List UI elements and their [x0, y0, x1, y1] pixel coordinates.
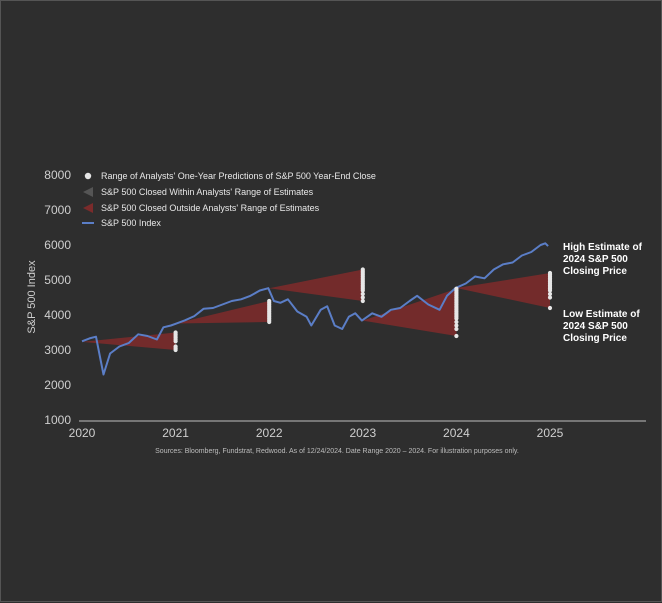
annotation-low-line: Low Estimate of [563, 309, 640, 320]
annotation-low-estimate: Low Estimate of 2024 S&P 500 Closing Pri… [563, 309, 640, 344]
legend-outside-triangle-icon [83, 203, 93, 213]
estimate-range-wedge [362, 288, 457, 336]
estimate-range-wedge [175, 301, 270, 324]
legend: Range of Analysts' One-Year Predictions … [82, 171, 376, 228]
prediction-dot [454, 286, 459, 291]
legend-predictions-label: Range of Analysts' One-Year Predictions … [101, 171, 376, 181]
annotation-high-estimate: High Estimate of 2024 S&P 500 Closing Pr… [563, 242, 643, 277]
prediction-dot-layer [173, 267, 553, 353]
prediction-dot [267, 298, 272, 304]
prediction-dot [454, 319, 459, 325]
prediction-dot [454, 333, 459, 339]
y-tick-label: 3000 [44, 343, 71, 357]
prediction-dot [360, 298, 365, 304]
legend-dot-icon [84, 172, 92, 180]
legend-outside-label: S&P 500 Closed Outside Analysts' Range o… [101, 203, 320, 213]
prediction-dot [454, 323, 459, 328]
x-tick-label: 2021 [162, 426, 189, 440]
y-axis-label: S&P 500 Index [26, 260, 38, 334]
prediction-dot [173, 330, 178, 335]
prediction-dot [547, 270, 553, 276]
prediction-dot [173, 344, 178, 349]
annotation-high-line: Closing Price [563, 266, 627, 277]
legend-within-triangle-icon [83, 187, 93, 197]
y-tick-layer: 1000 2000 3000 4000 5000 6000 7000 8000 [44, 168, 71, 427]
legend-within-label: S&P 500 Closed Within Analysts' Range of… [101, 187, 314, 197]
x-tick-label: 2023 [349, 426, 376, 440]
x-tick-label: 2025 [537, 426, 564, 440]
x-tick-label: 2020 [69, 426, 96, 440]
y-tick-label: 7000 [44, 203, 71, 217]
annotation-high-line: High Estimate of [563, 242, 643, 253]
x-tick-layer: 2020 2021 2022 2023 2024 2025 [69, 426, 564, 440]
prediction-dot [547, 291, 553, 297]
source-note: Sources: Bloomberg, Fundstrat, Redwood. … [155, 448, 519, 455]
prediction-dot [547, 305, 553, 311]
y-tick-label: 2000 [44, 378, 71, 392]
prediction-dot [360, 291, 365, 297]
legend-index-label: S&P 500 Index [101, 218, 161, 228]
x-tick-label: 2024 [443, 426, 470, 440]
wedge-layer [82, 269, 550, 350]
estimate-range-wedge [456, 273, 550, 308]
prediction-dot [454, 326, 459, 332]
annotation-low-line: 2024 S&P 500 [563, 321, 628, 332]
y-tick-label: 4000 [44, 308, 71, 322]
annotation-low-line: Closing Price [563, 333, 627, 344]
y-tick-label: 1000 [44, 413, 71, 427]
prediction-dot [360, 267, 365, 272]
y-tick-label: 8000 [44, 168, 71, 182]
sp500-index-line [81, 242, 549, 376]
annotation-high-line: 2024 S&P 500 [563, 254, 628, 265]
prediction-dot [360, 295, 365, 300]
estimate-range-wedge [269, 269, 363, 301]
y-tick-label: 6000 [44, 238, 71, 252]
y-tick-label: 5000 [44, 273, 71, 287]
x-tick-label: 2022 [256, 426, 283, 440]
prediction-dot [547, 295, 553, 300]
